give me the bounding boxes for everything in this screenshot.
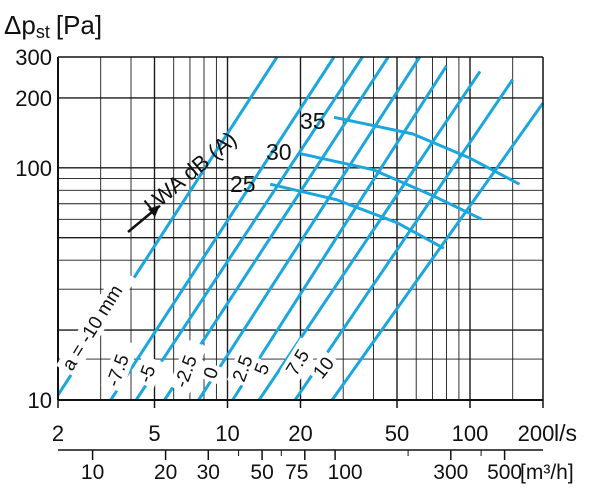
x2-axis-title: [m³/h]	[520, 461, 574, 484]
series-label: -2.5	[171, 353, 202, 391]
level-label-35: 35	[300, 108, 326, 134]
x-axis-title: l/s	[554, 420, 577, 446]
series-line	[293, 78, 514, 401]
x2-tick-label: 100	[328, 461, 363, 484]
series-line	[231, 64, 448, 401]
arrow-head	[148, 205, 160, 217]
y-tick-labels: 10 100 200 300	[15, 45, 52, 413]
series-label: -7.5	[103, 352, 134, 390]
level-label-25: 25	[230, 171, 256, 197]
y-tick-label: 100	[15, 156, 52, 181]
series-line	[163, 56, 390, 401]
x2-tick-label: 300	[433, 461, 468, 484]
lwa-annotation: LWA dB (A)	[127, 126, 241, 233]
x2-tick-label: 20	[154, 461, 177, 484]
x-tick-label: 2	[52, 421, 64, 446]
x2-tick-label: 30	[197, 461, 220, 484]
x-tick-label: 50	[385, 421, 409, 446]
x-tick-label: 5	[148, 421, 160, 446]
y-tick-label: 300	[15, 45, 52, 70]
x-tick-labels: 2 5 10 20 50 100 200	[52, 400, 554, 446]
series-label-bg	[306, 349, 342, 386]
y-tick-label: 200	[15, 86, 52, 111]
series-label-bg	[55, 267, 137, 378]
arrow-shaft	[127, 211, 153, 233]
x2-tick-labels: 10 20 30 50 75 100 300 500	[81, 450, 522, 484]
x-tick-label: 200	[518, 421, 555, 446]
series-label-bg	[226, 343, 262, 388]
y-tick-label: 10	[28, 388, 52, 413]
level-label-30: 30	[266, 139, 292, 165]
x-tick-label: 100	[452, 421, 489, 446]
x2-tick-label: 500	[487, 461, 522, 484]
x-tick-label: 20	[288, 421, 312, 446]
series-label-bg	[279, 337, 320, 383]
series-line	[330, 102, 545, 401]
x2-tick-label: 10	[81, 461, 104, 484]
sound-curve-25	[269, 182, 445, 250]
series-line	[134, 56, 364, 401]
series-label-bg	[100, 338, 139, 393]
x-tick-label: 10	[215, 421, 239, 446]
x2-tick-label: 75	[285, 461, 308, 484]
sound-curve-30	[300, 152, 483, 221]
series-label-bg	[197, 361, 225, 385]
series-line	[197, 56, 421, 401]
x2-tick-label: 50	[250, 461, 273, 484]
series-label-bg	[132, 354, 164, 389]
series-label: 10	[309, 353, 339, 383]
series-label-bg	[168, 339, 207, 394]
y-axis-title: Δpst [Pa]	[4, 10, 102, 42]
series-line	[109, 56, 336, 401]
series-label: -5	[135, 363, 161, 386]
series-label-bg	[248, 357, 276, 381]
